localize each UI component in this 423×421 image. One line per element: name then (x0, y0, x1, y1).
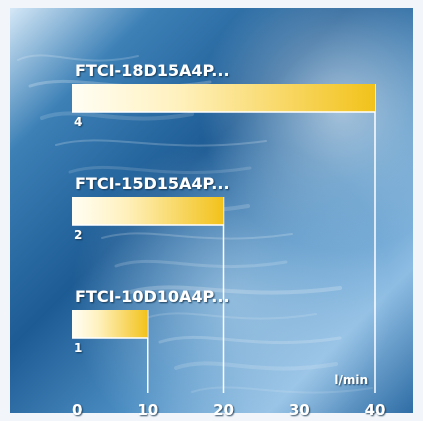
series-label: FTCI-10D10A4P... (75, 287, 230, 306)
bars (72, 84, 375, 339)
x-tick-label: 30 (289, 401, 310, 419)
bar (72, 310, 148, 338)
wave-stroke (145, 312, 317, 320)
bar-value-label: 1 (74, 341, 82, 355)
wave-stroke (128, 285, 342, 295)
wave-stroke (174, 361, 338, 371)
x-tick-label: 20 (213, 401, 234, 419)
wave-stroke (158, 335, 342, 345)
x-tick-label: 0 (72, 401, 82, 419)
wave-stroke (101, 232, 293, 240)
x-tick-label: 40 (365, 401, 386, 419)
series-label: FTCI-18D15A4P... (75, 61, 230, 80)
x-tick-label: 10 (137, 401, 158, 419)
bar-value-label: 4 (74, 115, 82, 129)
series-label: FTCI-15D15A4P... (75, 174, 230, 193)
wave-stroke (114, 259, 288, 269)
wave-stroke (40, 111, 194, 121)
unit-label: l/min (334, 373, 368, 387)
labels: FTCI-18D15A4P... 4 FTCI-15D15A4P... 2 FTCI-1… (72, 61, 385, 419)
wave-stroke (55, 139, 267, 147)
wave-stroke (68, 165, 252, 175)
bar (72, 84, 375, 112)
bar (72, 197, 224, 225)
wave-stroke (17, 54, 139, 62)
bar-value-label: 2 (74, 228, 82, 242)
wave-stroke (191, 386, 373, 394)
